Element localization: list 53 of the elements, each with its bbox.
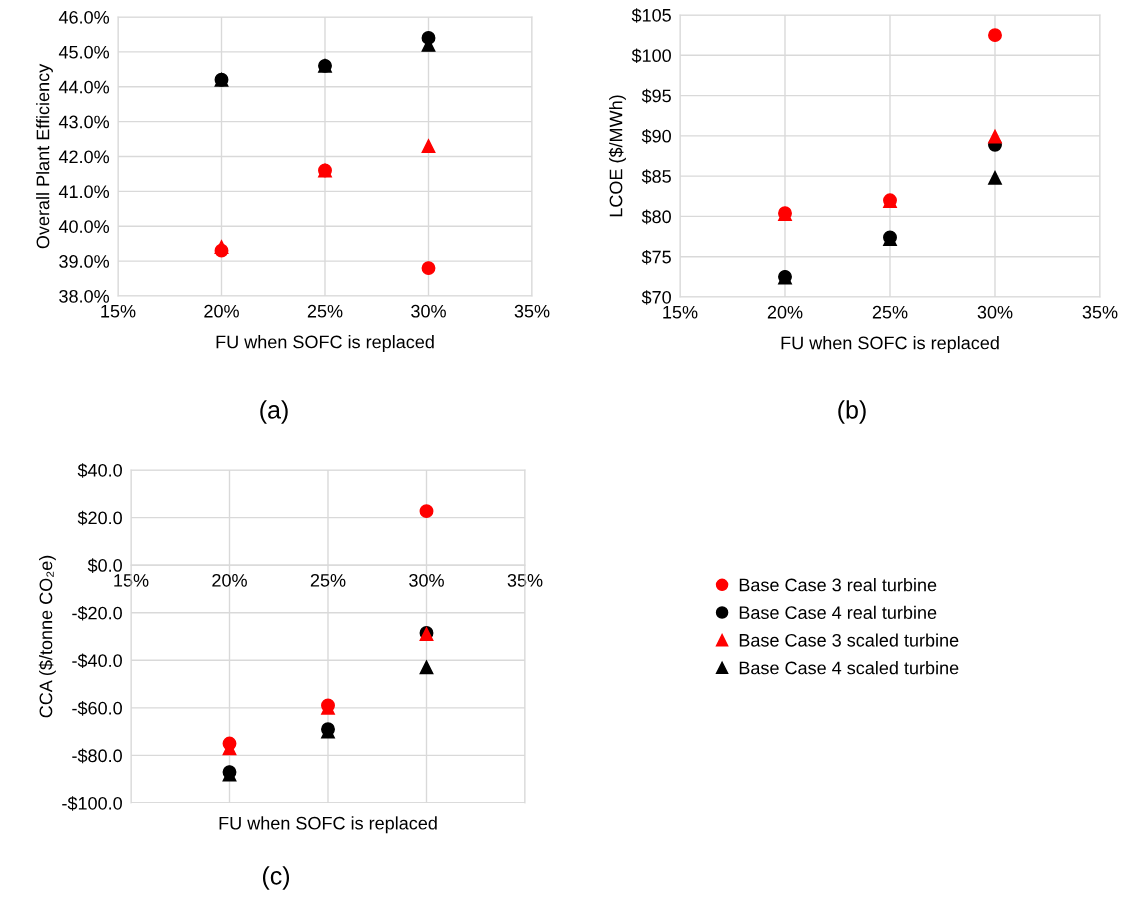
y-axis-title: LCOE ($/MWh) [608,95,626,217]
x-tick-label: 35% [514,304,550,318]
text: (a) [260,400,288,424]
x-tick-label: 20% [204,304,239,318]
y-tick-label: $0.0 [87,558,122,573]
y-tick-label: $100 [631,48,671,64]
x-tick-label: 25% [872,305,908,319]
y-tick-label: $20.0 [77,510,122,526]
legend-label: Base Case 4 real turbine [739,605,937,620]
y-tick-label: 45.0% [58,45,110,59]
y-tick-label: 44.0% [58,80,110,94]
x-tick-label: 30% [977,305,1013,319]
y-tick-label: -$80.0 [72,748,122,764]
y-tick-label: $105 [631,8,671,23]
y-tick-label: -$20.0 [72,605,122,621]
y-tick-label: $70 [641,290,671,305]
x-tick-label: 30% [409,573,444,587]
legend-label: Base Case 3 real turbine [739,578,937,592]
legend-label: Base Case 4 scaled turbine [739,661,959,675]
x-tick-label: 20% [767,305,803,319]
y-tick-label: $75 [641,249,671,265]
y-tick-label: 43.0% [58,115,110,129]
y-tick-label: $90 [641,129,671,144]
x-tick-label: 15% [101,304,136,318]
y-tick-label: $80 [641,209,671,225]
x-tick-label: 30% [411,304,446,318]
x-tick-label: 25% [307,304,343,318]
x-axis-title: FU when SOFC is replaced [216,335,434,352]
x-tick-label: 15% [114,574,149,587]
y-tick-label: 39.0% [59,255,110,268]
x-tick-label: 25% [310,573,346,587]
x-axis-title: FU when SOFC is replaced [219,816,437,834]
y-tick-label: -$100.0 [62,796,122,811]
y-tick-label: $85 [641,169,671,184]
y-tick-label: -$60.0 [72,701,122,716]
y-tick-label: $40.0 [77,463,122,478]
x-tick-label: 20% [212,573,247,587]
y-tick-label: $95 [641,88,671,104]
legend-label: Base Case 3 scaled turbine [739,633,959,647]
text: (b) [838,400,866,424]
text: (c) [262,866,290,890]
y-axis-title: CCA ($/tonne CO₂e) [38,555,56,718]
y-tick-label: 46.0% [58,10,110,24]
x-axis-title: FU when SOFC is replaced [781,336,999,353]
y-axis-title: Overall Plant Efficiency [36,63,53,249]
x-tick-label: 35% [1082,305,1118,319]
y-tick-label: 42.0% [58,150,110,164]
y-tick-label: 40.0% [58,220,110,233]
y-tick-label: -$40.0 [72,653,122,669]
y-tick-label: 41.0% [58,185,110,199]
y-tick-label: 38.0% [59,289,110,303]
x-tick-label: 35% [507,573,543,587]
x-tick-label: 15% [663,305,698,319]
